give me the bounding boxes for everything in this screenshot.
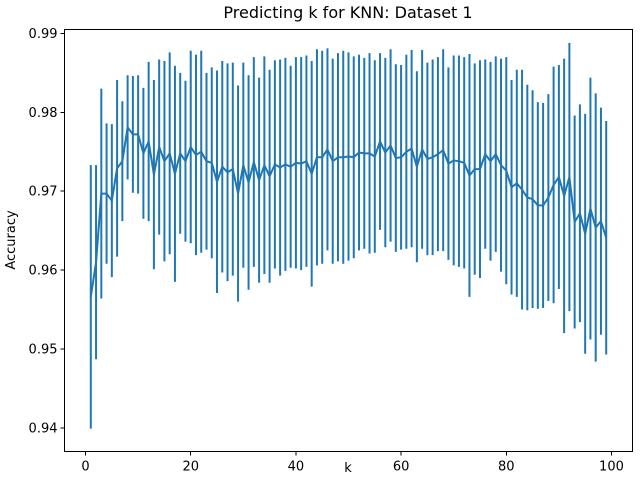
y-tick-label: 0.94: [29, 421, 58, 436]
y-axis-ticks: 0.94 0.95 0.96 0.97 0.98 0.99: [29, 27, 65, 436]
y-axis-label: Accuracy: [4, 210, 19, 270]
y-tick-label: 0.98: [29, 106, 58, 121]
x-tick-label: 20: [182, 460, 199, 475]
x-tick-label: 60: [393, 460, 410, 475]
y-tick-label: 0.97: [29, 185, 58, 200]
x-axis-label: k: [344, 461, 352, 476]
x-tick-label: 40: [288, 460, 305, 475]
y-tick-label: 0.96: [29, 264, 58, 279]
axes-frame: [64, 29, 633, 452]
y-tick-label: 0.99: [29, 27, 58, 42]
y-tick-label: 0.95: [29, 342, 58, 357]
chart-title: Predicting k for KNN: Dataset 1: [223, 3, 472, 22]
x-tick-label: 100: [599, 460, 624, 475]
accuracy-line: [89, 126, 608, 298]
plot-area: [89, 42, 608, 429]
x-tick-label: 80: [498, 460, 515, 475]
x-tick-label: 0: [81, 460, 89, 475]
x-axis-ticks: 0 20 40 60 80 100: [81, 451, 624, 475]
